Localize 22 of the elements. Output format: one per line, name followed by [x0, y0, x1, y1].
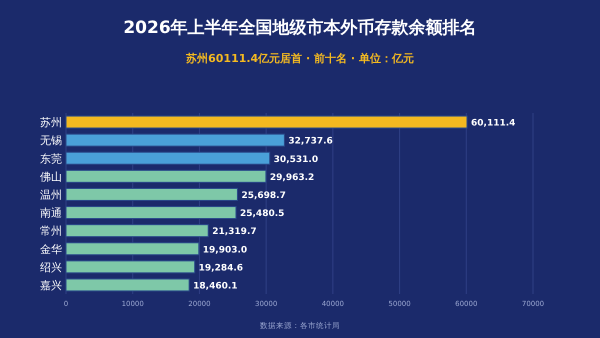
- chart-title: 2026年上半年全国地级市本外币存款余额排名: [123, 18, 477, 38]
- y-tick-label: 东莞: [40, 152, 62, 166]
- data-label: 60,111.4: [471, 118, 516, 129]
- y-tick-label: 常州: [40, 224, 62, 238]
- y-tick-label: 南通: [40, 206, 62, 220]
- y-tick-label: 嘉兴: [40, 278, 62, 292]
- data-label: 25,480.5: [240, 209, 284, 220]
- y-tick-label: 苏州: [40, 116, 62, 130]
- y-tick-label: 金华: [40, 242, 62, 256]
- y-tick-label: 温州: [40, 188, 62, 202]
- y-tick-label: 绍兴: [40, 260, 62, 274]
- data-label: 19,903.0: [202, 245, 248, 256]
- y-tick-label: 佛山: [40, 170, 62, 184]
- data-label: 30,531.0: [274, 154, 318, 165]
- data-label: 18,460.1: [193, 281, 238, 292]
- y-tick-label: 无锡: [40, 134, 62, 148]
- chart-subtitle: 苏州60111.4亿元居首 · 前十名 · 单位：亿元: [185, 52, 414, 65]
- data-label: 25,698.7: [241, 190, 286, 201]
- data-label: 19,284.6: [198, 263, 244, 274]
- data-label: 29,963.2: [270, 172, 314, 183]
- data-label: 32,737.6: [288, 136, 333, 147]
- data-label: 21,319.7: [212, 227, 257, 238]
